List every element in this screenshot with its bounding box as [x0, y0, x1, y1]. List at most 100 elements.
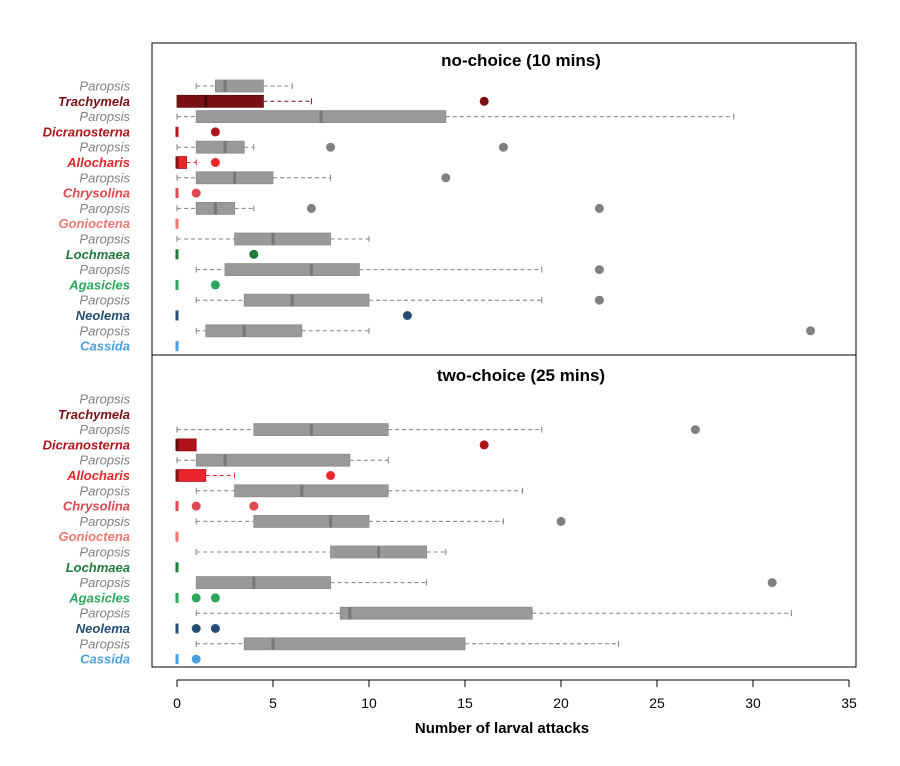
outlier-point [806, 326, 816, 336]
y-label-gonioctena: Gonioctena [58, 216, 130, 231]
outlier-point [210, 593, 220, 603]
y-label-lochmaea: Lochmaea [66, 247, 130, 262]
box [176, 469, 207, 482]
y-label-cassida: Cassida [80, 339, 130, 354]
outlier-point [498, 142, 508, 152]
outlier-point [191, 501, 201, 511]
outlier-point [594, 203, 604, 213]
y-label-dicranosterna: Dicranosterna [43, 124, 130, 139]
median-line [175, 249, 179, 260]
box [243, 637, 466, 651]
outlier-point [594, 265, 604, 275]
y-label-paropsis: Paropsis [79, 422, 130, 437]
y-label-paropsis: Paropsis [79, 514, 130, 529]
box [253, 515, 370, 528]
panel-title-no-choice: no-choice (10 mins) [441, 51, 601, 70]
outlier-point [210, 158, 220, 167]
median-line [175, 188, 179, 199]
box [195, 140, 245, 154]
y-label-cassida: Cassida [80, 652, 130, 667]
x-tick-label: 30 [745, 695, 761, 711]
median-line [175, 341, 179, 352]
y-label-paropsis: Paropsis [79, 79, 130, 94]
box [339, 606, 533, 620]
x-tick-label: 20 [553, 695, 569, 711]
y-label-gonioctena: Gonioctena [58, 529, 130, 544]
y-label-paropsis: Paropsis [79, 109, 130, 124]
outlier-point [326, 471, 336, 480]
y-label-trachymela: Trachymela [58, 407, 130, 422]
outlier-point [306, 203, 316, 213]
box [234, 484, 389, 498]
median-line [175, 501, 179, 512]
y-label-agasicles: Agasicles [68, 277, 130, 292]
y-label-dicranosterna: Dicranosterna [43, 437, 130, 452]
box [195, 576, 331, 589]
y-label-agasicles: Agasicles [68, 590, 130, 605]
box [205, 324, 303, 338]
y-label-paropsis: Paropsis [79, 262, 130, 277]
outlier-point [556, 516, 566, 526]
box [176, 438, 197, 452]
median-line [175, 623, 179, 634]
y-label-paropsis: Paropsis [79, 575, 130, 590]
box [253, 423, 389, 437]
y-label-chrysolina: Chrysolina [63, 186, 130, 201]
median-line [175, 279, 179, 290]
box [214, 79, 264, 93]
panel-title-two-choice: two-choice (25 mins) [437, 366, 605, 385]
median-line [175, 126, 179, 137]
y-label-paropsis: Paropsis [79, 201, 130, 216]
x-tick-label: 25 [649, 695, 665, 711]
y-label-allocharis: Allocharis [66, 155, 130, 170]
box [224, 263, 360, 277]
y-label-allocharis: Allocharis [66, 468, 130, 483]
y-label-paropsis: Paropsis [79, 140, 130, 155]
outlier-point [249, 501, 259, 511]
median-line [175, 531, 179, 542]
outlier-point [767, 578, 777, 588]
y-label-paropsis: Paropsis [79, 483, 130, 498]
y-label-paropsis: Paropsis [79, 323, 130, 338]
outlier-point [441, 173, 451, 183]
outlier-point [690, 425, 700, 435]
box [243, 293, 370, 307]
outlier-point [249, 249, 259, 259]
x-tick-label: 0 [173, 695, 181, 711]
x-tick-label: 15 [457, 695, 473, 711]
y-label-paropsis: Paropsis [79, 392, 130, 407]
box [195, 453, 351, 467]
y-label-paropsis: Paropsis [79, 606, 130, 621]
outlier-point [479, 96, 489, 106]
y-label-paropsis: Paropsis [79, 170, 130, 185]
median-line [175, 310, 179, 321]
outlier-point [479, 440, 489, 450]
y-label-paropsis: Paropsis [79, 453, 130, 468]
outlier-point [191, 188, 201, 198]
box [176, 94, 264, 108]
y-label-paropsis: Paropsis [79, 293, 130, 308]
median-line [175, 562, 179, 573]
y-label-lochmaea: Lochmaea [66, 560, 130, 575]
median-line [175, 654, 179, 665]
y-label-neolema: Neolema [76, 308, 130, 323]
box [234, 232, 332, 246]
outlier-point [210, 624, 220, 633]
y-label-paropsis: Paropsis [79, 545, 130, 560]
outlier-point [594, 295, 604, 305]
y-label-paropsis: Paropsis [79, 636, 130, 651]
outlier-point [402, 311, 412, 320]
median-line [175, 592, 179, 603]
y-label-trachymela: Trachymela [58, 94, 130, 109]
median-line [175, 218, 179, 229]
x-tick-label: 35 [841, 695, 857, 711]
chart-marks: ParopsisTrachymelaParopsisDicranosternaP… [43, 79, 857, 712]
outlier-point [191, 593, 201, 603]
x-tick-label: 10 [361, 695, 377, 711]
y-label-chrysolina: Chrysolina [63, 499, 130, 514]
outlier-point [191, 654, 201, 664]
outlier-point [326, 142, 336, 152]
outlier-point [191, 624, 201, 633]
x-tick-label: 5 [269, 695, 277, 711]
